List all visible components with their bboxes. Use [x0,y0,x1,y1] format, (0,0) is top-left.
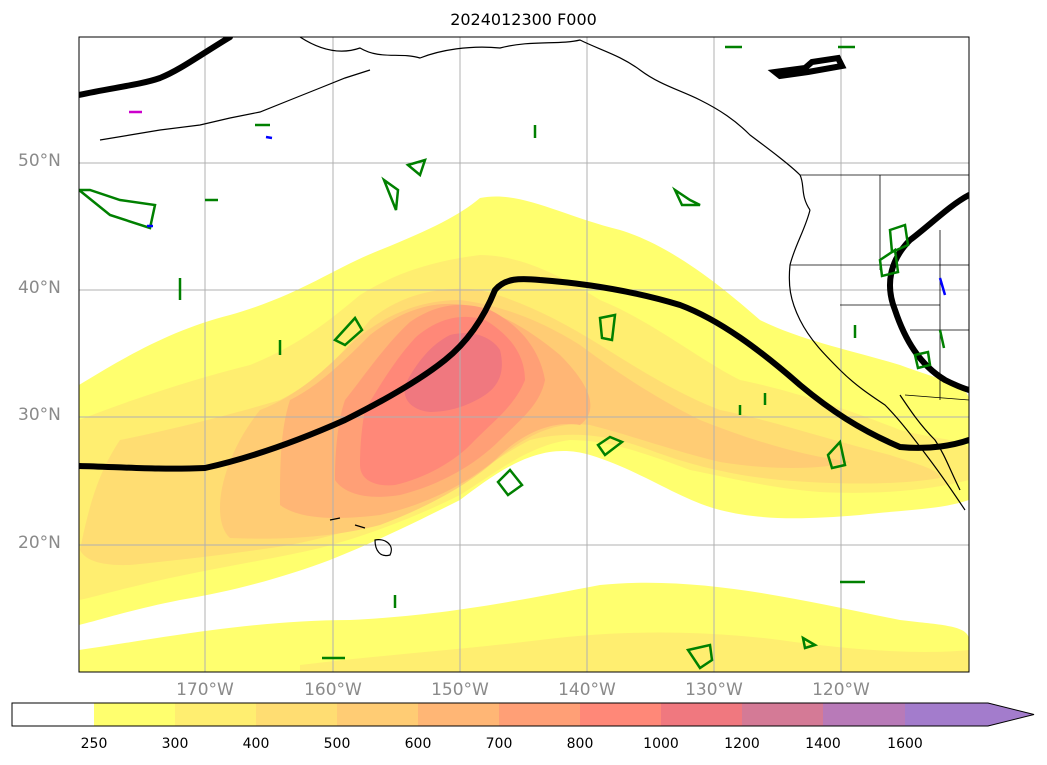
green-contour-k [913,350,932,370]
green-contour-j [381,176,400,211]
green-contours [79,45,946,670]
map-plot-area [79,37,969,672]
green-contour-d [596,435,625,457]
lon-label-120w: 120°W [812,680,870,700]
aleutian-chain [99,69,371,141]
lon-label-170w: 170°W [176,680,234,700]
green-contour-f [826,439,847,470]
green-contour-west [79,188,157,230]
thick-contour-north [79,37,233,98]
gridlines [79,37,969,672]
colorbar-seg-700 [499,703,580,726]
lon-label-160w: 160°W [304,680,362,700]
blue-contours [147,135,947,296]
lat-label-40n: 40°N [18,278,61,298]
lat-label-50n: 50°N [18,151,61,171]
colorbar-seg-250 [94,703,175,726]
colorbar-tick-1000: 1000 [643,736,679,752]
colorbar-tick-700: 700 [485,736,513,752]
colorbar-seg-under [12,703,94,726]
lon-label-130w: 130°W [685,680,743,700]
green-contour-b [598,313,617,342]
alaska-coast [299,37,811,211]
green-contour-g [685,643,714,670]
colorbar-seg-1200 [742,703,823,726]
colorbar-tick-1200: 1200 [724,736,760,752]
colorbar-tick-800: 800 [566,736,594,752]
lon-label-140w: 140°W [558,680,616,700]
colorbar [11,702,1035,727]
colorbar-tick-400: 400 [242,736,270,752]
colorbar-tick-300: 300 [161,736,189,752]
colorbar-seg-1000 [661,703,742,726]
thick-contour-ne-blob [767,54,847,80]
map-frame [78,36,970,673]
baja-coast [899,394,961,491]
thick-contours [79,37,969,472]
west-coast-us [788,209,966,511]
lon-label-150w: 150°W [431,680,489,700]
green-contour-m [801,635,819,650]
colorbar-tick-250: 250 [80,736,108,752]
colorbar-tick-500: 500 [323,736,351,752]
map-title: 2024012300 F000 [450,10,597,29]
colorbar-seg-500 [337,703,418,726]
thick-contour-east [887,192,969,393]
green-contour-h [888,223,910,254]
colorbar-seg-800 [580,703,661,726]
green-contour-c [671,186,701,207]
colorbar-seg-300 [175,703,256,726]
lat-label-30n: 30°N [18,405,61,425]
green-contour-i [405,158,427,178]
green-contour-l [878,247,900,278]
filled-field [79,196,969,672]
thick-contour-main [79,276,969,472]
colorbar-seg-400 [256,703,337,726]
green-contour-a [332,315,364,347]
hawaii-islands [329,517,392,557]
colorbar-seg-1400 [823,703,905,726]
green-contour-e [496,468,524,497]
coastlines [99,37,966,557]
colorbar-outline [11,702,1035,727]
colorbar-tick-600: 600 [404,736,432,752]
fill-level-300-south [300,632,969,672]
colorbar-seg-600 [418,703,499,726]
lat-label-20n: 20°N [18,533,61,553]
colorbar-tick-1600: 1600 [887,736,923,752]
colorbar-seg-1600-extend [905,703,1034,726]
fill-level-1000 [404,333,502,412]
colorbar-tick-1400: 1400 [805,736,841,752]
